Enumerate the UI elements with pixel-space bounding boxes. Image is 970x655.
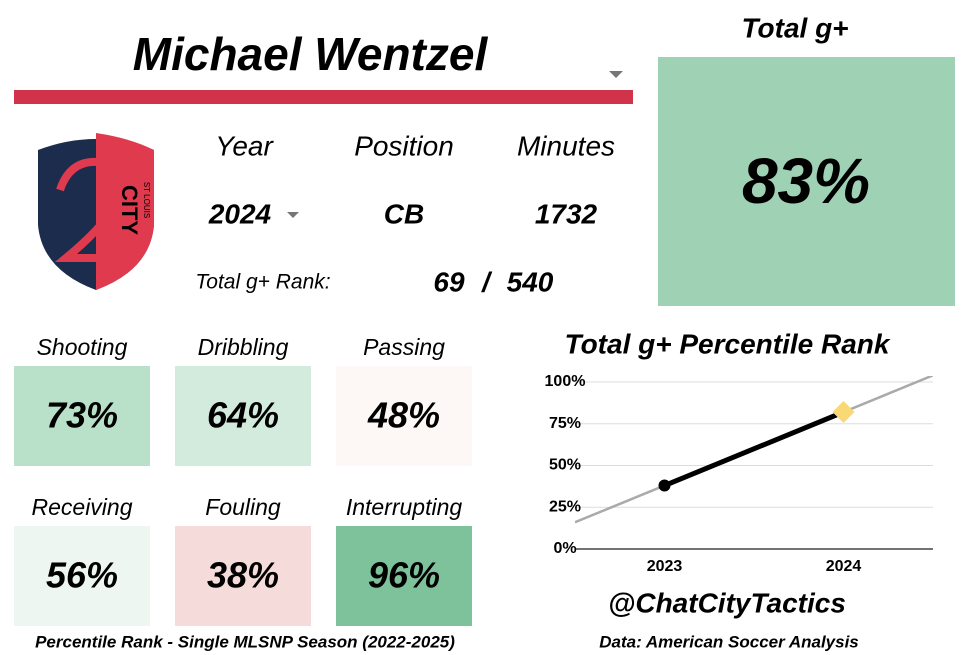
rank-total: 540 — [507, 266, 554, 297]
rank-value: 69 — [433, 266, 465, 297]
x-tick-label: 2023 — [647, 558, 683, 575]
metric-tile — [336, 366, 472, 466]
metric-value: 73% — [46, 395, 118, 436]
metric-label: Dribbling — [198, 334, 289, 360]
total-title: Total g+ — [741, 12, 848, 43]
metric-tile — [14, 526, 150, 626]
metric-value: 96% — [368, 555, 440, 596]
line-chart: 0% 25% 50% 75% 100% 2023 2024 — [545, 373, 933, 575]
metric-tile — [336, 526, 472, 626]
logo-subtext: ST LOUIS — [142, 182, 151, 218]
metric-tile — [175, 366, 311, 466]
y-tick-label: 50% — [549, 457, 581, 474]
point — [658, 479, 671, 492]
metric-label: Passing — [363, 334, 445, 360]
info-value: CB — [384, 198, 424, 229]
handle: @ChatCityTactics — [608, 587, 846, 618]
metric-tiles: Shooting 73% Dribbling 64% Passing 48% Receivi… — [14, 334, 472, 626]
metric-label: Receiving — [32, 494, 133, 520]
y-tick-label: 25% — [549, 498, 581, 515]
info-label: Year — [215, 130, 274, 161]
point — [832, 401, 855, 424]
header-bar — [14, 90, 633, 104]
metric-tile — [14, 366, 150, 466]
source: Data: American Soccer Analysis — [599, 632, 859, 651]
y-tick-label: 75% — [549, 415, 581, 432]
metric-value: 64% — [207, 395, 279, 436]
y-tick-label: 100% — [545, 373, 586, 390]
club-logo: CITY ST LOUIS — [38, 133, 154, 290]
metric-label: Shooting — [37, 334, 128, 360]
info-label: Position — [354, 130, 454, 161]
dropdown-arrow[interactable] — [287, 212, 299, 218]
x-tick-label: 2024 — [826, 558, 862, 575]
rank-separator: / — [480, 266, 493, 297]
metric-label: Interrupting — [346, 494, 463, 520]
total-box — [658, 57, 955, 306]
metric-value: 38% — [207, 555, 279, 596]
info-label: Minutes — [517, 130, 615, 161]
chart-title: Total g+ Percentile Rank — [565, 328, 891, 359]
info-value: 2024 — [208, 198, 272, 229]
footnote: Percentile Rank - Single MLSNP Season (2… — [35, 632, 455, 651]
metric-tile — [175, 526, 311, 626]
total-value: 83% — [742, 145, 870, 217]
metric-label: Fouling — [205, 494, 281, 520]
logo-text: CITY — [117, 185, 142, 235]
y-tick-label: 0% — [553, 540, 576, 557]
rank-label: Total g+ Rank: — [195, 271, 330, 294]
player-name: Michael Wentzel — [133, 28, 489, 80]
metric-value: 48% — [367, 395, 440, 436]
info-value: 1732 — [535, 198, 598, 229]
metric-value: 56% — [46, 555, 118, 596]
series-line — [663, 409, 845, 488]
dropdown-arrow[interactable] — [609, 71, 623, 78]
